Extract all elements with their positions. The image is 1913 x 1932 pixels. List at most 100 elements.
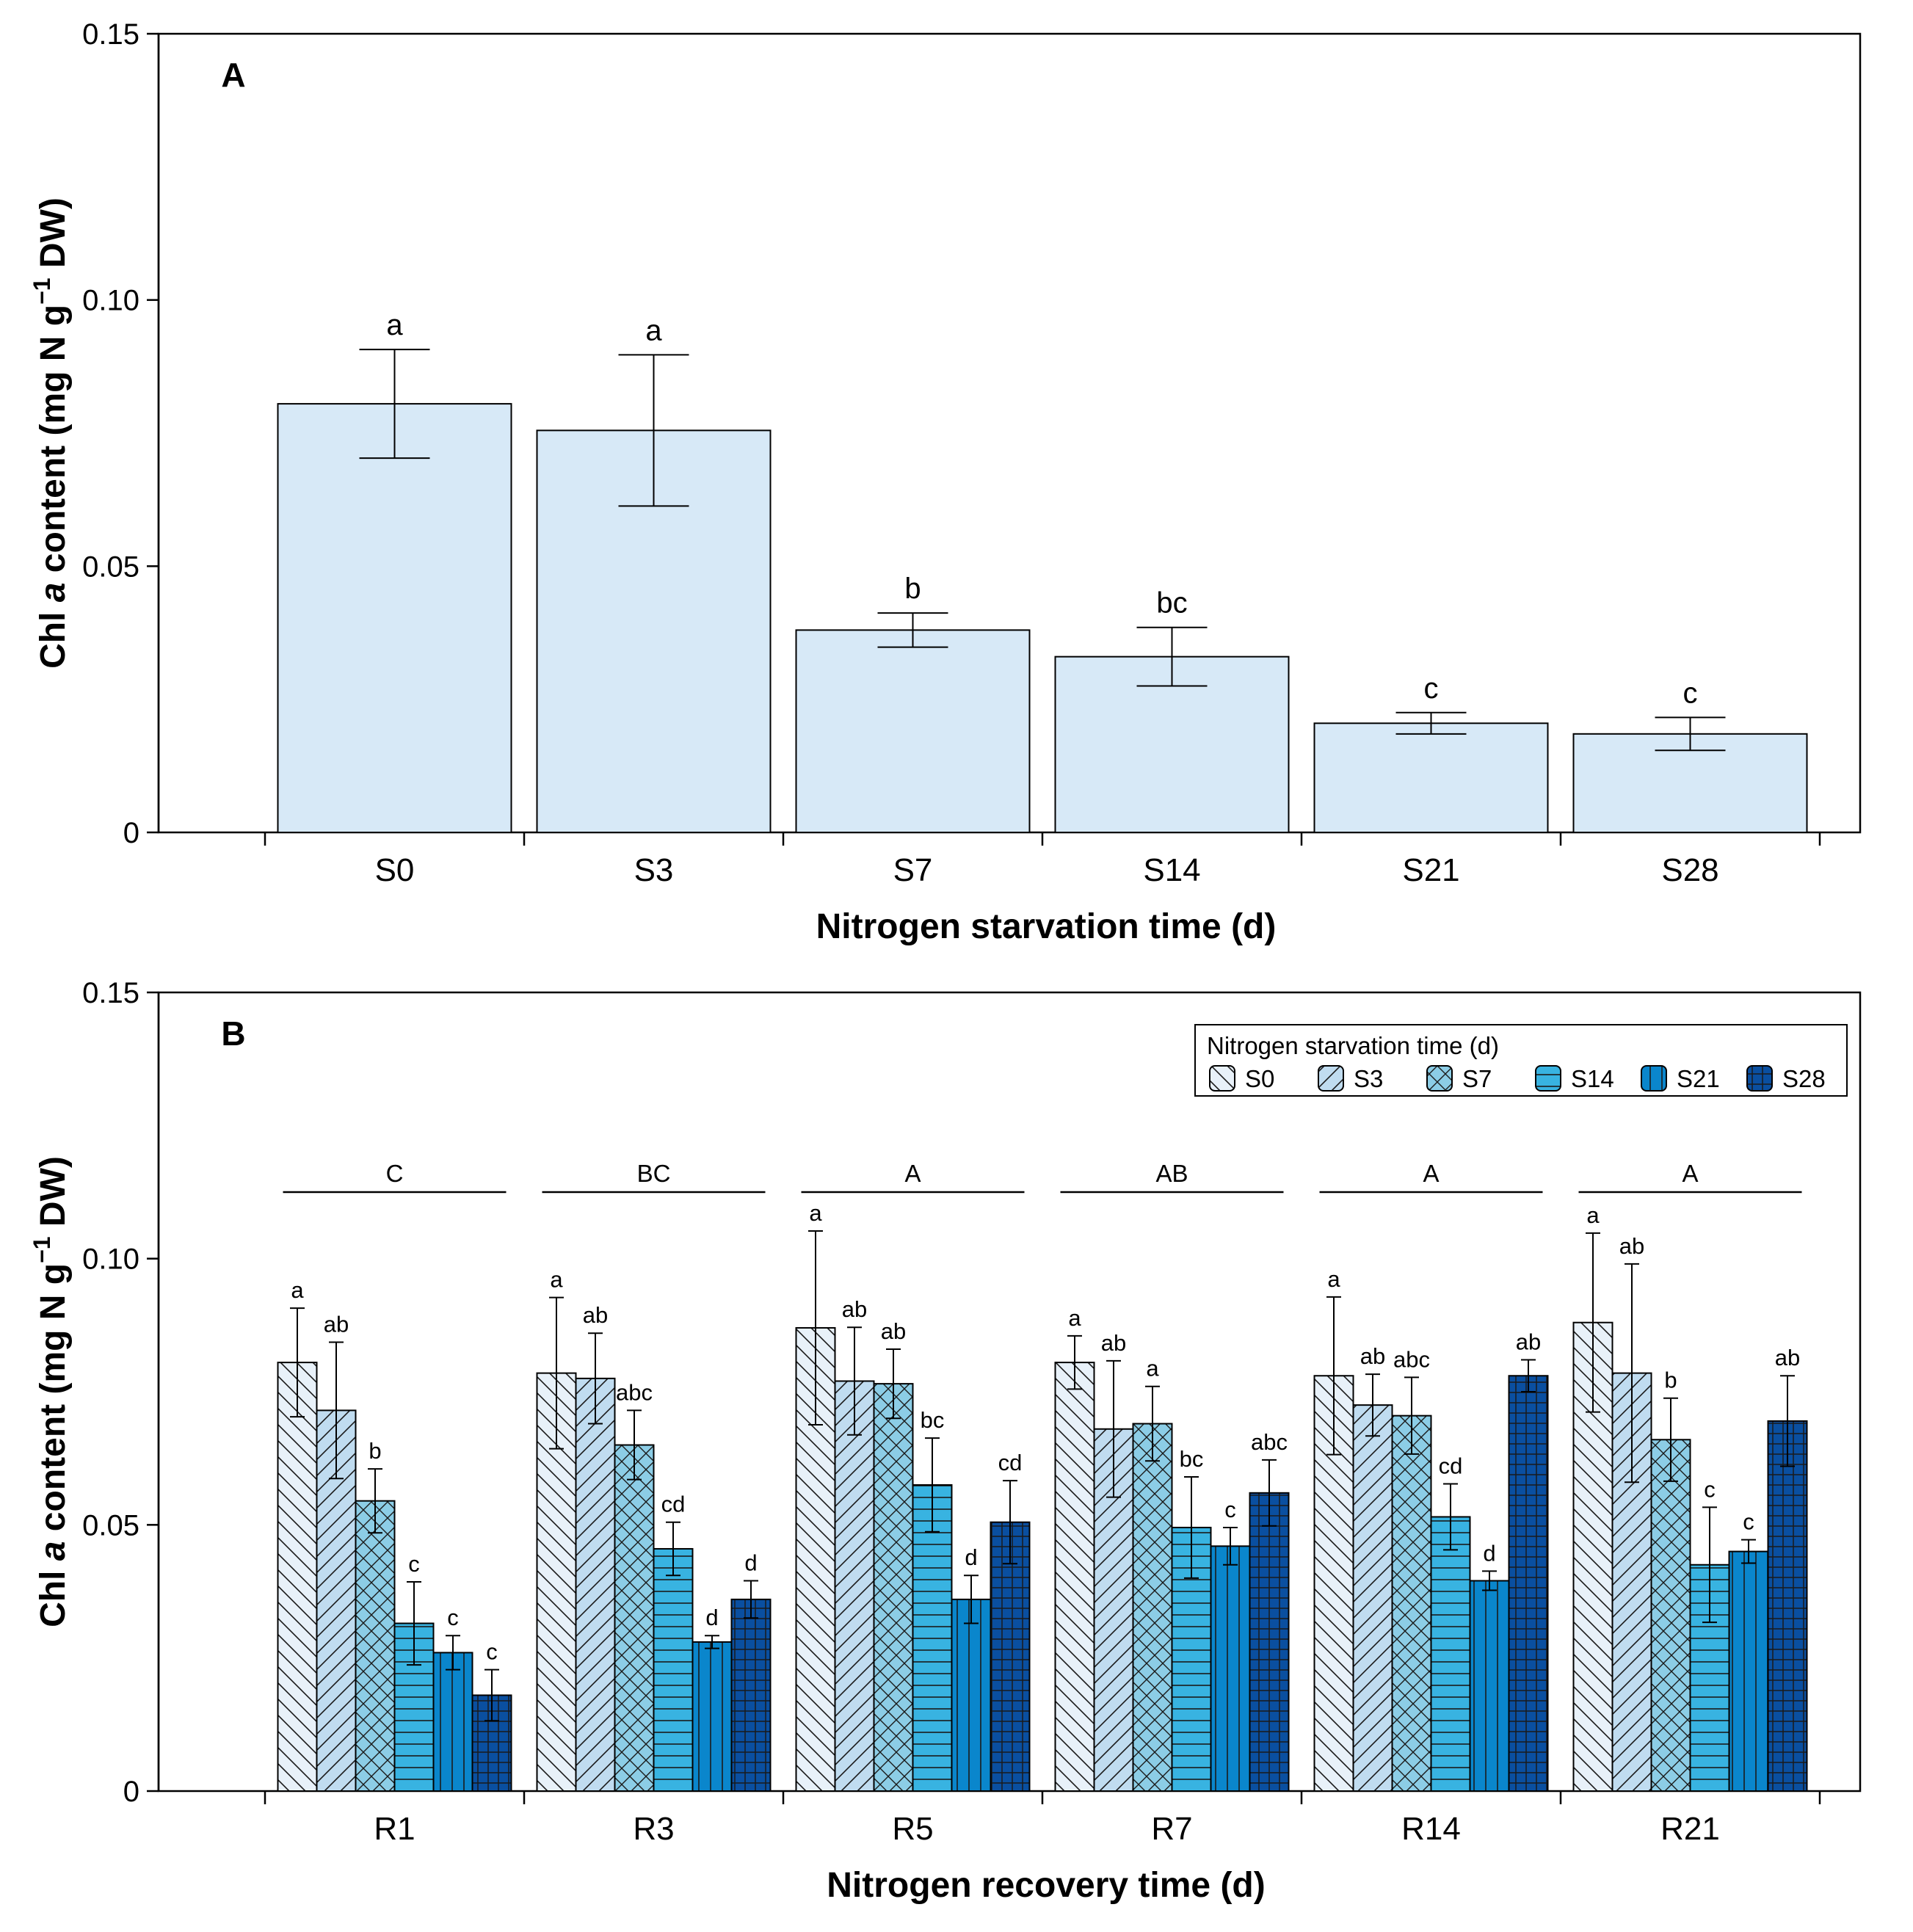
x-axis: R1 R3 R5 R7 R14 R21 xyxy=(264,1791,1821,1847)
y-tick-label: 0 xyxy=(123,1776,139,1808)
significance-letter: a xyxy=(386,309,403,341)
y-tick-label: 0.05 xyxy=(82,1509,139,1541)
bar-S3-R5 xyxy=(834,1380,875,1792)
bar-S28-R5 xyxy=(990,1521,1031,1793)
group-letter: BC xyxy=(637,1160,671,1187)
legend-label: S7 xyxy=(1462,1065,1492,1092)
group-letter: AB xyxy=(1155,1160,1188,1187)
significance-letter: cd xyxy=(998,1450,1023,1475)
legend-label: S3 xyxy=(1354,1065,1383,1092)
x-tick-label: S3 xyxy=(634,852,674,888)
group-letter: C xyxy=(386,1160,404,1187)
significance-letter: ab xyxy=(881,1318,906,1344)
significance-letter: b xyxy=(904,573,921,605)
significance-letter: cd xyxy=(1439,1453,1463,1478)
x-tick-label: R7 xyxy=(1151,1811,1192,1847)
significance-letter: c xyxy=(1683,677,1698,709)
significance-letter: c xyxy=(1743,1509,1754,1535)
x-tick-label: R14 xyxy=(1401,1811,1461,1847)
significance-letter: ab xyxy=(324,1312,349,1337)
significance-letter: bc xyxy=(1180,1446,1204,1472)
legend-swatch-S21 xyxy=(1641,1065,1667,1092)
significance-letter: cd xyxy=(661,1492,686,1517)
y-tick-label: 0.05 xyxy=(82,551,139,583)
significance-letter: abc xyxy=(1251,1429,1288,1455)
group-letter: A xyxy=(904,1160,921,1187)
significance-letter: a xyxy=(291,1277,304,1303)
bar-S21-R1 xyxy=(432,1652,473,1792)
bar-S0 xyxy=(277,403,512,833)
group-letter: A xyxy=(1423,1160,1439,1187)
panel-a: A 0 0.05 0.10 0.15 S0 S3 S7 S14 S21 S28 Chl a co… xyxy=(29,18,1862,946)
x-axis: S0 S3 S7 S14 S21 S28 xyxy=(264,832,1821,888)
significance-letter: c xyxy=(486,1639,498,1665)
y-axis: 0 0.05 0.10 0.15 xyxy=(82,977,160,1808)
legend-label: S0 xyxy=(1245,1065,1274,1092)
panel-letter: B xyxy=(221,1014,245,1053)
bar-S21-R7 xyxy=(1210,1545,1251,1792)
legend-label: S28 xyxy=(1782,1065,1826,1092)
x-tick-label: S28 xyxy=(1661,852,1718,888)
bar-S28-R14 xyxy=(1508,1375,1549,1792)
significance-letter: c xyxy=(1704,1476,1716,1502)
legend-label: S21 xyxy=(1677,1065,1720,1092)
legend-label: S14 xyxy=(1571,1065,1614,1092)
legend-swatch-S14 xyxy=(1535,1065,1561,1092)
bar-S7-R21 xyxy=(1650,1439,1691,1793)
bar-S14-R3 xyxy=(653,1547,694,1793)
bar-S21 xyxy=(1313,722,1549,833)
significance-letter: b xyxy=(369,1438,381,1464)
significance-letter: a xyxy=(645,314,662,346)
y-tick-label: 0.10 xyxy=(82,1243,139,1276)
bar-S21-R21 xyxy=(1728,1550,1769,1793)
bar-S7 xyxy=(795,629,1031,834)
bar-S28-R3 xyxy=(730,1598,772,1792)
legend-swatch-S7 xyxy=(1426,1065,1453,1092)
x-tick-label: S7 xyxy=(893,852,933,888)
legend: Nitrogen starvation time (d) S0 S3 S7 S14 S2… xyxy=(1194,1024,1848,1097)
significance-letter: d xyxy=(744,1550,757,1575)
y-tick-label: 0.15 xyxy=(82,977,139,1009)
x-tick-label: R21 xyxy=(1660,1811,1720,1847)
significance-letter: bc xyxy=(921,1407,945,1433)
bar-S7-R5 xyxy=(873,1383,914,1792)
significance-letter: abc xyxy=(1393,1346,1430,1372)
x-tick-label: R5 xyxy=(892,1811,933,1847)
panel-letter: A xyxy=(221,56,245,94)
significance-letter: ab xyxy=(1516,1329,1541,1354)
x-axis-title: Nitrogen starvation time (d) xyxy=(816,907,1277,946)
significance-letter: a xyxy=(1327,1266,1340,1292)
y-tick-label: 0 xyxy=(123,817,139,849)
significance-letter: b xyxy=(1664,1368,1677,1393)
y-axis: 0 0.05 0.10 0.15 xyxy=(82,18,160,849)
bar-S0-R7 xyxy=(1054,1362,1095,1792)
bar-S21-R5 xyxy=(951,1598,992,1792)
x-tick-label: S14 xyxy=(1143,852,1200,888)
significance-letter: c xyxy=(1424,672,1439,705)
legend-swatch-S28 xyxy=(1746,1065,1773,1092)
legend-title: Nitrogen starvation time (d) xyxy=(1207,1032,1499,1059)
significance-letter: a xyxy=(1068,1305,1081,1331)
significance-letter: d xyxy=(1483,1540,1495,1566)
significance-letter: d xyxy=(965,1544,977,1570)
x-tick-label: S21 xyxy=(1402,852,1459,888)
panel-b: B 0 0.05 0.10 0.15 R1 R3 R5 R7 R14 R21 Chl a con… xyxy=(29,977,1862,1905)
legend-swatch-S0 xyxy=(1209,1065,1235,1092)
legend-swatch-S3 xyxy=(1318,1065,1344,1092)
bar-S28-R21 xyxy=(1767,1420,1808,1792)
significance-letter: a xyxy=(809,1200,822,1226)
x-tick-label: R1 xyxy=(374,1811,415,1847)
significance-letter: ab xyxy=(1101,1330,1126,1356)
y-axis-title: Chl a content (mg N g−1 DW) xyxy=(29,197,73,669)
bar-S7-R3 xyxy=(614,1444,655,1792)
significance-letter: c xyxy=(1224,1497,1236,1522)
significance-letter: bc xyxy=(1156,587,1187,620)
group-letter: A xyxy=(1682,1160,1698,1187)
bar-S14-R14 xyxy=(1430,1516,1471,1793)
significance-letter: ab xyxy=(1619,1233,1644,1259)
bar-S21-R14 xyxy=(1469,1580,1510,1793)
bar-S3-R3 xyxy=(575,1377,616,1793)
x-axis-title: Nitrogen recovery time (d) xyxy=(827,1866,1265,1905)
bar-S7-R7 xyxy=(1132,1423,1173,1793)
bar-S0-R1 xyxy=(277,1362,318,1792)
